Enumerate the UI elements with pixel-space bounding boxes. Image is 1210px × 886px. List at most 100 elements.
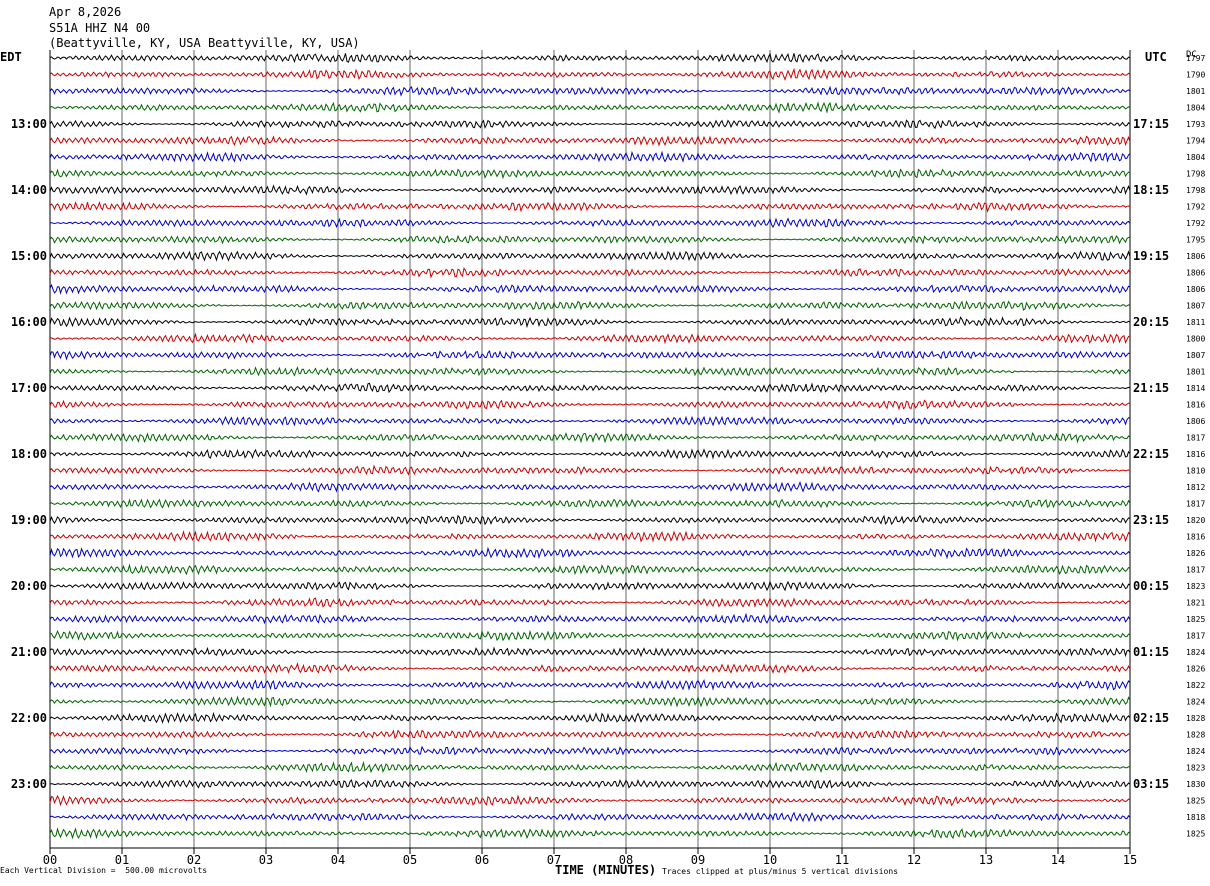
dc-offset-label: 1800 bbox=[1186, 335, 1205, 344]
seismogram-trace bbox=[49, 201, 1131, 213]
seismogram-trace bbox=[49, 546, 1131, 560]
dc-offset-label: 1806 bbox=[1186, 269, 1205, 278]
seismogram-trace bbox=[49, 679, 1131, 691]
vertical-division-note: Each Vertical Division = 500.00 microvol… bbox=[0, 866, 208, 875]
edt-hour-label: 15:00 bbox=[11, 249, 47, 263]
dc-offset-label: 1804 bbox=[1186, 104, 1205, 113]
dc-offset-label: 1824 bbox=[1186, 698, 1205, 707]
edt-hour-labels: 13:00 14:00 15:00 16:00 17:00 18:00 19:00 20:00… bbox=[11, 117, 47, 791]
seismogram-trace bbox=[49, 794, 1131, 807]
dc-offset-label: 1828 bbox=[1186, 731, 1205, 740]
dc-offset-label: 1794 bbox=[1186, 137, 1205, 146]
seismogram-trace bbox=[49, 366, 1131, 377]
dc-offset-label: 1820 bbox=[1186, 516, 1205, 525]
dc-offset-label: 1798 bbox=[1186, 186, 1205, 195]
utc-hour-label: 03:15 bbox=[1133, 777, 1169, 791]
seismogram-trace bbox=[49, 150, 1131, 163]
header-station: S51A HHZ N4 00 bbox=[49, 21, 151, 35]
seismogram-trace bbox=[49, 827, 1131, 840]
dc-offset-label: 1806 bbox=[1186, 252, 1205, 261]
utc-hour-label: 23:15 bbox=[1133, 513, 1169, 527]
seismogram-trace bbox=[49, 250, 1131, 262]
seismogram-trace bbox=[49, 168, 1131, 180]
dc-offset-label: 1826 bbox=[1186, 665, 1205, 674]
dc-offset-label: 1806 bbox=[1186, 417, 1205, 426]
seismogram-trace bbox=[49, 101, 1131, 114]
edt-hour-label: 22:00 bbox=[11, 711, 47, 725]
clip-note: Traces clipped at plus/minus 5 vertical … bbox=[662, 867, 899, 876]
dc-offset-label: 1812 bbox=[1186, 483, 1205, 492]
dc-offset-label: 1825 bbox=[1186, 830, 1205, 839]
dc-offset-label: 1816 bbox=[1186, 533, 1205, 542]
seismogram-trace bbox=[49, 530, 1131, 543]
edt-hour-label: 17:00 bbox=[11, 381, 47, 395]
seismogram-trace bbox=[49, 415, 1131, 427]
edt-hour-label: 19:00 bbox=[11, 513, 47, 527]
dc-offset-label: 1790 bbox=[1186, 71, 1205, 80]
minute-gridlines bbox=[49, 50, 1131, 849]
dc-offset-label: 1825 bbox=[1186, 615, 1205, 624]
seismogram-trace bbox=[49, 85, 1131, 97]
seismogram-trace bbox=[49, 300, 1131, 311]
dc-offset-label: 1817 bbox=[1186, 434, 1205, 443]
edt-hour-label: 21:00 bbox=[11, 645, 47, 659]
dc-offset-label: 1825 bbox=[1186, 797, 1205, 806]
seismogram-trace bbox=[49, 267, 1131, 279]
edt-hour-label: 14:00 bbox=[11, 183, 47, 197]
seismogram-trace bbox=[49, 119, 1131, 130]
dc-offset-label: 1807 bbox=[1186, 351, 1205, 360]
seismogram-trace bbox=[49, 431, 1131, 444]
seismogram-trace bbox=[49, 350, 1131, 361]
edt-hour-label: 13:00 bbox=[11, 117, 47, 131]
x-tick-label: 00 bbox=[43, 853, 57, 867]
utc-hour-label: 17:15 bbox=[1133, 117, 1169, 131]
dc-offset-label: 1811 bbox=[1186, 318, 1205, 327]
seismogram-trace bbox=[49, 580, 1131, 592]
x-tick-label: 04 bbox=[331, 853, 345, 867]
seismogram-trace bbox=[49, 729, 1131, 740]
x-tick-label: 10 bbox=[763, 853, 777, 867]
seismogram-trace bbox=[49, 464, 1131, 476]
dc-offset-label: 1826 bbox=[1186, 549, 1205, 558]
dc-offset-label: 1798 bbox=[1186, 170, 1205, 179]
seismogram-traces bbox=[49, 52, 1131, 840]
seismogram-trace bbox=[49, 745, 1131, 756]
seismogram-trace bbox=[49, 134, 1131, 147]
utc-hour-label: 20:15 bbox=[1133, 315, 1169, 329]
seismogram-trace bbox=[49, 52, 1131, 64]
header-location: (Beattyville, KY, USA Beattyville, KY, U… bbox=[49, 36, 360, 50]
seismogram-trace bbox=[49, 184, 1131, 196]
seismogram-trace bbox=[49, 382, 1131, 394]
dc-offset-label: 1824 bbox=[1186, 648, 1205, 657]
x-tick-label: 14 bbox=[1051, 853, 1065, 867]
seismogram-trace bbox=[49, 316, 1131, 329]
dc-offset-label: 1817 bbox=[1186, 500, 1205, 509]
dc-offset-label: 1792 bbox=[1186, 203, 1205, 212]
seismogram-trace bbox=[49, 217, 1131, 229]
seismogram-trace bbox=[49, 811, 1131, 823]
seismogram-trace bbox=[49, 498, 1131, 509]
header-date: Apr 8,2026 bbox=[49, 5, 122, 19]
x-tick-label: 02 bbox=[187, 853, 201, 867]
seismogram-trace bbox=[49, 514, 1131, 526]
x-tick-label: 01 bbox=[115, 853, 129, 867]
dc-offset-label: 1793 bbox=[1186, 120, 1205, 129]
seismogram-trace bbox=[49, 612, 1131, 625]
dc-offset-label: 1801 bbox=[1186, 368, 1205, 377]
utc-hour-label: 02:15 bbox=[1133, 711, 1169, 725]
seismogram-trace bbox=[49, 234, 1131, 245]
seismogram-trace bbox=[49, 760, 1131, 774]
x-tick-label: 05 bbox=[403, 853, 417, 867]
seismogram-trace bbox=[49, 662, 1131, 674]
x-tick-label: 15 bbox=[1123, 853, 1137, 867]
dc-offset-label: 1816 bbox=[1186, 450, 1205, 459]
seismogram-trace bbox=[49, 67, 1131, 81]
x-tick-label: 13 bbox=[979, 853, 993, 867]
utc-hour-label: 00:15 bbox=[1133, 579, 1169, 593]
seismogram-trace bbox=[49, 448, 1131, 460]
dc-offset-label: 1828 bbox=[1186, 714, 1205, 723]
dc-offset-label: 1830 bbox=[1186, 780, 1205, 789]
seismogram-trace bbox=[49, 778, 1131, 790]
seismogram-trace bbox=[49, 695, 1131, 708]
